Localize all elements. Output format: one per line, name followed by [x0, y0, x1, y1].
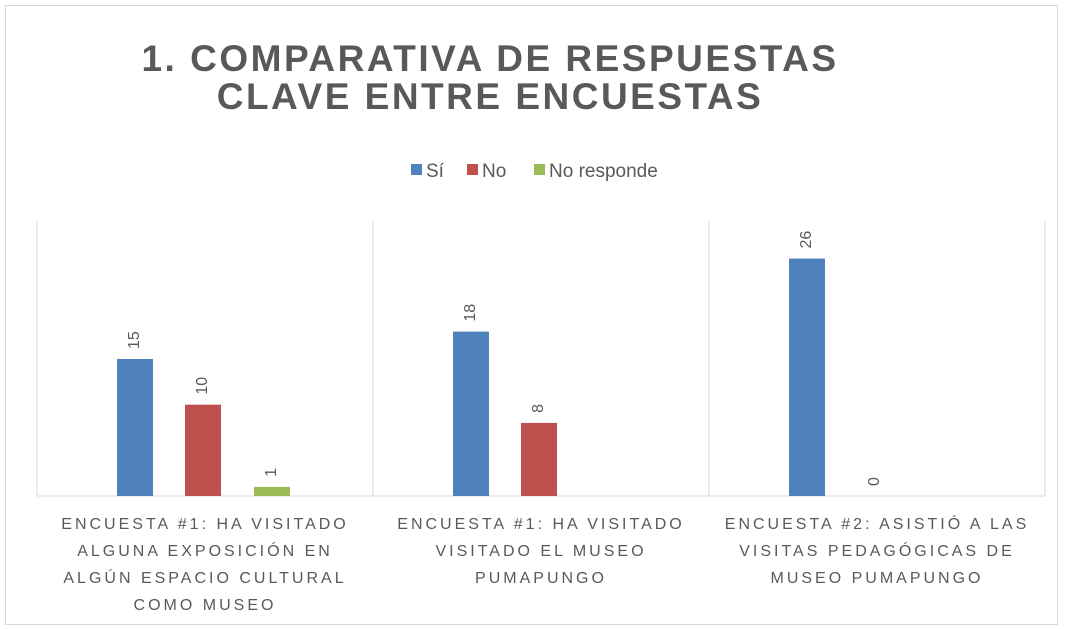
data-label: 15 [126, 331, 143, 349]
data-label: 8 [530, 404, 547, 413]
bar [789, 258, 825, 496]
bar [521, 422, 557, 496]
data-label: 1 [263, 468, 280, 477]
legend-swatch [467, 164, 478, 175]
bar [254, 486, 290, 496]
chart-title: 1. COMPARATIVA DE RESPUESTAS CLAVE ENTRE… [141, 38, 839, 117]
legend-label: No [482, 161, 506, 182]
chart-border [5, 5, 1058, 625]
legend-label: No responde [549, 161, 658, 182]
bar [117, 359, 153, 496]
legend-swatch [534, 164, 545, 175]
legend-label: Sí [426, 161, 445, 182]
data-label: 18 [462, 304, 479, 322]
data-label: 10 [194, 377, 211, 395]
x-tick-label: ENCUESTA #2: ASISTIÓ A LAS VISITAS PEDAG… [724, 516, 1030, 587]
x-tick-label: ENCUESTA #1: HA VISITADO ALGUNA EXPOSICI… [61, 516, 349, 614]
legend-swatch [411, 164, 422, 175]
x-tick-label: ENCUESTA #1: HA VISITADO VISITADO EL MUS… [397, 516, 685, 587]
bar [453, 331, 489, 496]
bar [185, 404, 221, 496]
data-label: 0 [866, 477, 883, 486]
data-label: 26 [798, 231, 815, 249]
